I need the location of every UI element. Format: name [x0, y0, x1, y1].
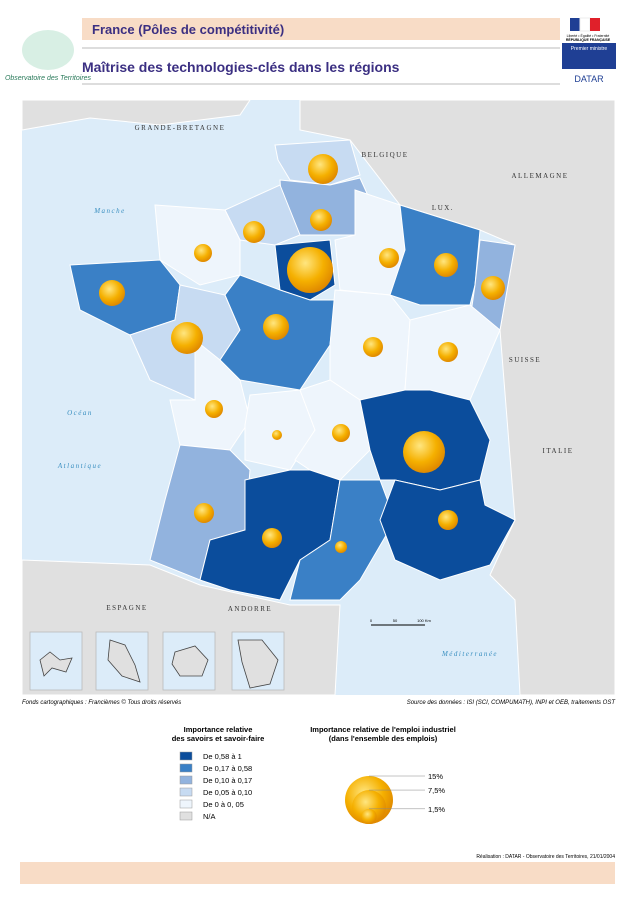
bubble	[379, 248, 399, 268]
bubble	[332, 424, 350, 442]
legend-swatch	[179, 751, 193, 761]
bubble	[434, 253, 458, 277]
logo-shape	[22, 30, 74, 70]
country-label: SUISSE	[509, 356, 541, 364]
source-left: Fonds cartographiques : Francièmes © Tou…	[22, 699, 181, 706]
bubble	[171, 322, 203, 354]
size-legend-circle	[352, 790, 386, 824]
legend-label: De 0 à 0, 05	[203, 800, 244, 809]
bubble	[335, 541, 347, 553]
bubble	[310, 209, 332, 231]
bubble	[205, 400, 223, 418]
ministry-box	[562, 43, 616, 69]
subtitle: Maîtrise des technologies-clés dans les …	[82, 59, 400, 75]
size-legend-label: 1,5%	[428, 805, 445, 814]
scale-label: 50	[393, 618, 398, 623]
legend-title: Importance relative	[184, 725, 253, 734]
sea-label: Atlantique	[57, 462, 102, 470]
size-legend-circle	[361, 808, 377, 824]
credit: Réalisation : DATAR - Observatoire des T…	[476, 854, 615, 860]
region	[289, 479, 396, 601]
legend-swatch	[179, 775, 193, 785]
country-label: ESPAGNE	[106, 604, 147, 612]
logo-motto: Liberté • Égalité • Fraternité	[567, 33, 610, 38]
region	[379, 479, 516, 581]
insets	[29, 631, 285, 691]
bubble	[263, 314, 289, 340]
title: France (Pôles de compétitivité)	[92, 22, 284, 37]
sea-label: Manche	[93, 207, 126, 215]
regions	[69, 139, 516, 601]
bubbles	[99, 154, 505, 553]
country-label: ITALIE	[543, 447, 574, 455]
country-label: LUX.	[432, 204, 454, 212]
size-legend-label: 7,5%	[428, 786, 445, 795]
bubble	[194, 503, 214, 523]
flag	[570, 18, 580, 31]
country-label: ANDORRE	[228, 605, 272, 613]
land	[299, 99, 616, 696]
logo-datar: DATAR	[574, 74, 604, 84]
bubble	[438, 342, 458, 362]
bubble	[308, 154, 338, 184]
bubble	[243, 221, 265, 243]
land	[21, 99, 251, 131]
flag	[579, 17, 591, 32]
bubble	[272, 430, 282, 440]
bubble	[194, 244, 212, 262]
sea-label: Océan	[67, 409, 93, 417]
bubble	[438, 510, 458, 530]
legend-label: De 0,58 à 1	[203, 752, 242, 761]
footer-bar	[20, 862, 615, 884]
country-label: ALLEMAGNE	[511, 172, 568, 180]
legend-title: Importance relative de l'emploi industri…	[310, 725, 456, 734]
source-right: Source des données : ISI (SCI, COMPUMATH…	[407, 700, 617, 706]
legend-swatch	[179, 811, 193, 821]
legend-label: De 0,10 à 0,17	[203, 776, 252, 785]
bubble	[363, 337, 383, 357]
legend-label: N/A	[203, 812, 216, 821]
legend-swatch	[179, 787, 193, 797]
title-bar	[82, 18, 560, 40]
logo-republic: RÉPUBLIQUE FRANÇAISE	[566, 37, 611, 42]
bubble	[481, 276, 505, 300]
legend-swatch	[179, 799, 193, 809]
sea-label: Méditerranée	[441, 650, 498, 658]
flag	[590, 18, 600, 31]
bubble	[262, 528, 282, 548]
bubble	[287, 247, 333, 293]
legend-title: des savoirs et savoir-faire	[172, 734, 265, 743]
legend-label: De 0,17 à 0,58	[203, 764, 252, 773]
logo-text: Observatoire des Territoires	[5, 75, 92, 82]
country-label: GRANDE-BRETAGNE	[135, 124, 226, 132]
scale-label: 0	[370, 618, 373, 623]
legend-swatch	[179, 763, 193, 773]
legend-label: De 0,05 à 0,10	[203, 788, 252, 797]
logo-ministry: Premier ministre	[571, 46, 608, 52]
country-label: BELGIQUE	[362, 151, 409, 159]
bubble	[99, 280, 125, 306]
scale-label: 100 Km	[417, 618, 431, 623]
region	[389, 204, 481, 306]
bubble	[403, 431, 445, 473]
legend-title: (dans l'ensemble des emplois)	[329, 734, 438, 743]
size-legend-label: 15%	[428, 772, 443, 781]
